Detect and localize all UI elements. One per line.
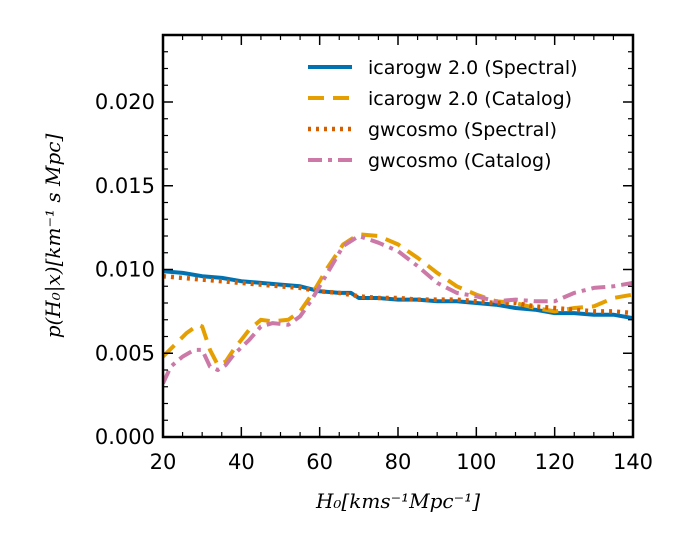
x-tick-label: 120 [535, 450, 575, 474]
x-axis-label: H₀[kms⁻¹Mpc⁻¹] [315, 489, 480, 513]
y-tick-label: 0.005 [95, 341, 155, 365]
y-tick-label: 0.020 [95, 90, 155, 114]
series-line-4 [163, 234, 633, 385]
y-tick-label: 0.010 [95, 258, 155, 282]
x-tick-label: 40 [228, 450, 255, 474]
legend-label-4: gwcosmo (Catalog) [368, 150, 552, 172]
y-tick-label: 0.015 [95, 174, 155, 198]
legend-label-1: icarogw 2.0 (Spectral) [368, 57, 578, 79]
x-tick-label: 140 [613, 450, 653, 474]
legend-label-3: gwcosmo (Spectral) [368, 119, 557, 141]
x-tick-label: 100 [456, 450, 496, 474]
x-tick-label: 60 [306, 450, 333, 474]
x-tick-label: 20 [150, 450, 177, 474]
x-tick-label: 80 [385, 450, 412, 474]
legend-label-2: icarogw 2.0 (Catalog) [368, 88, 572, 110]
y-tick-label: 0.000 [95, 425, 155, 449]
y-axis-label: p(H₀|x)[km⁻¹ s Mpc] [41, 133, 66, 338]
legend: icarogw 2.0 (Spectral) icarogw 2.0 (Catal… [308, 57, 578, 172]
series-line-1 [163, 269, 633, 321]
series-line-3 [163, 273, 633, 316]
